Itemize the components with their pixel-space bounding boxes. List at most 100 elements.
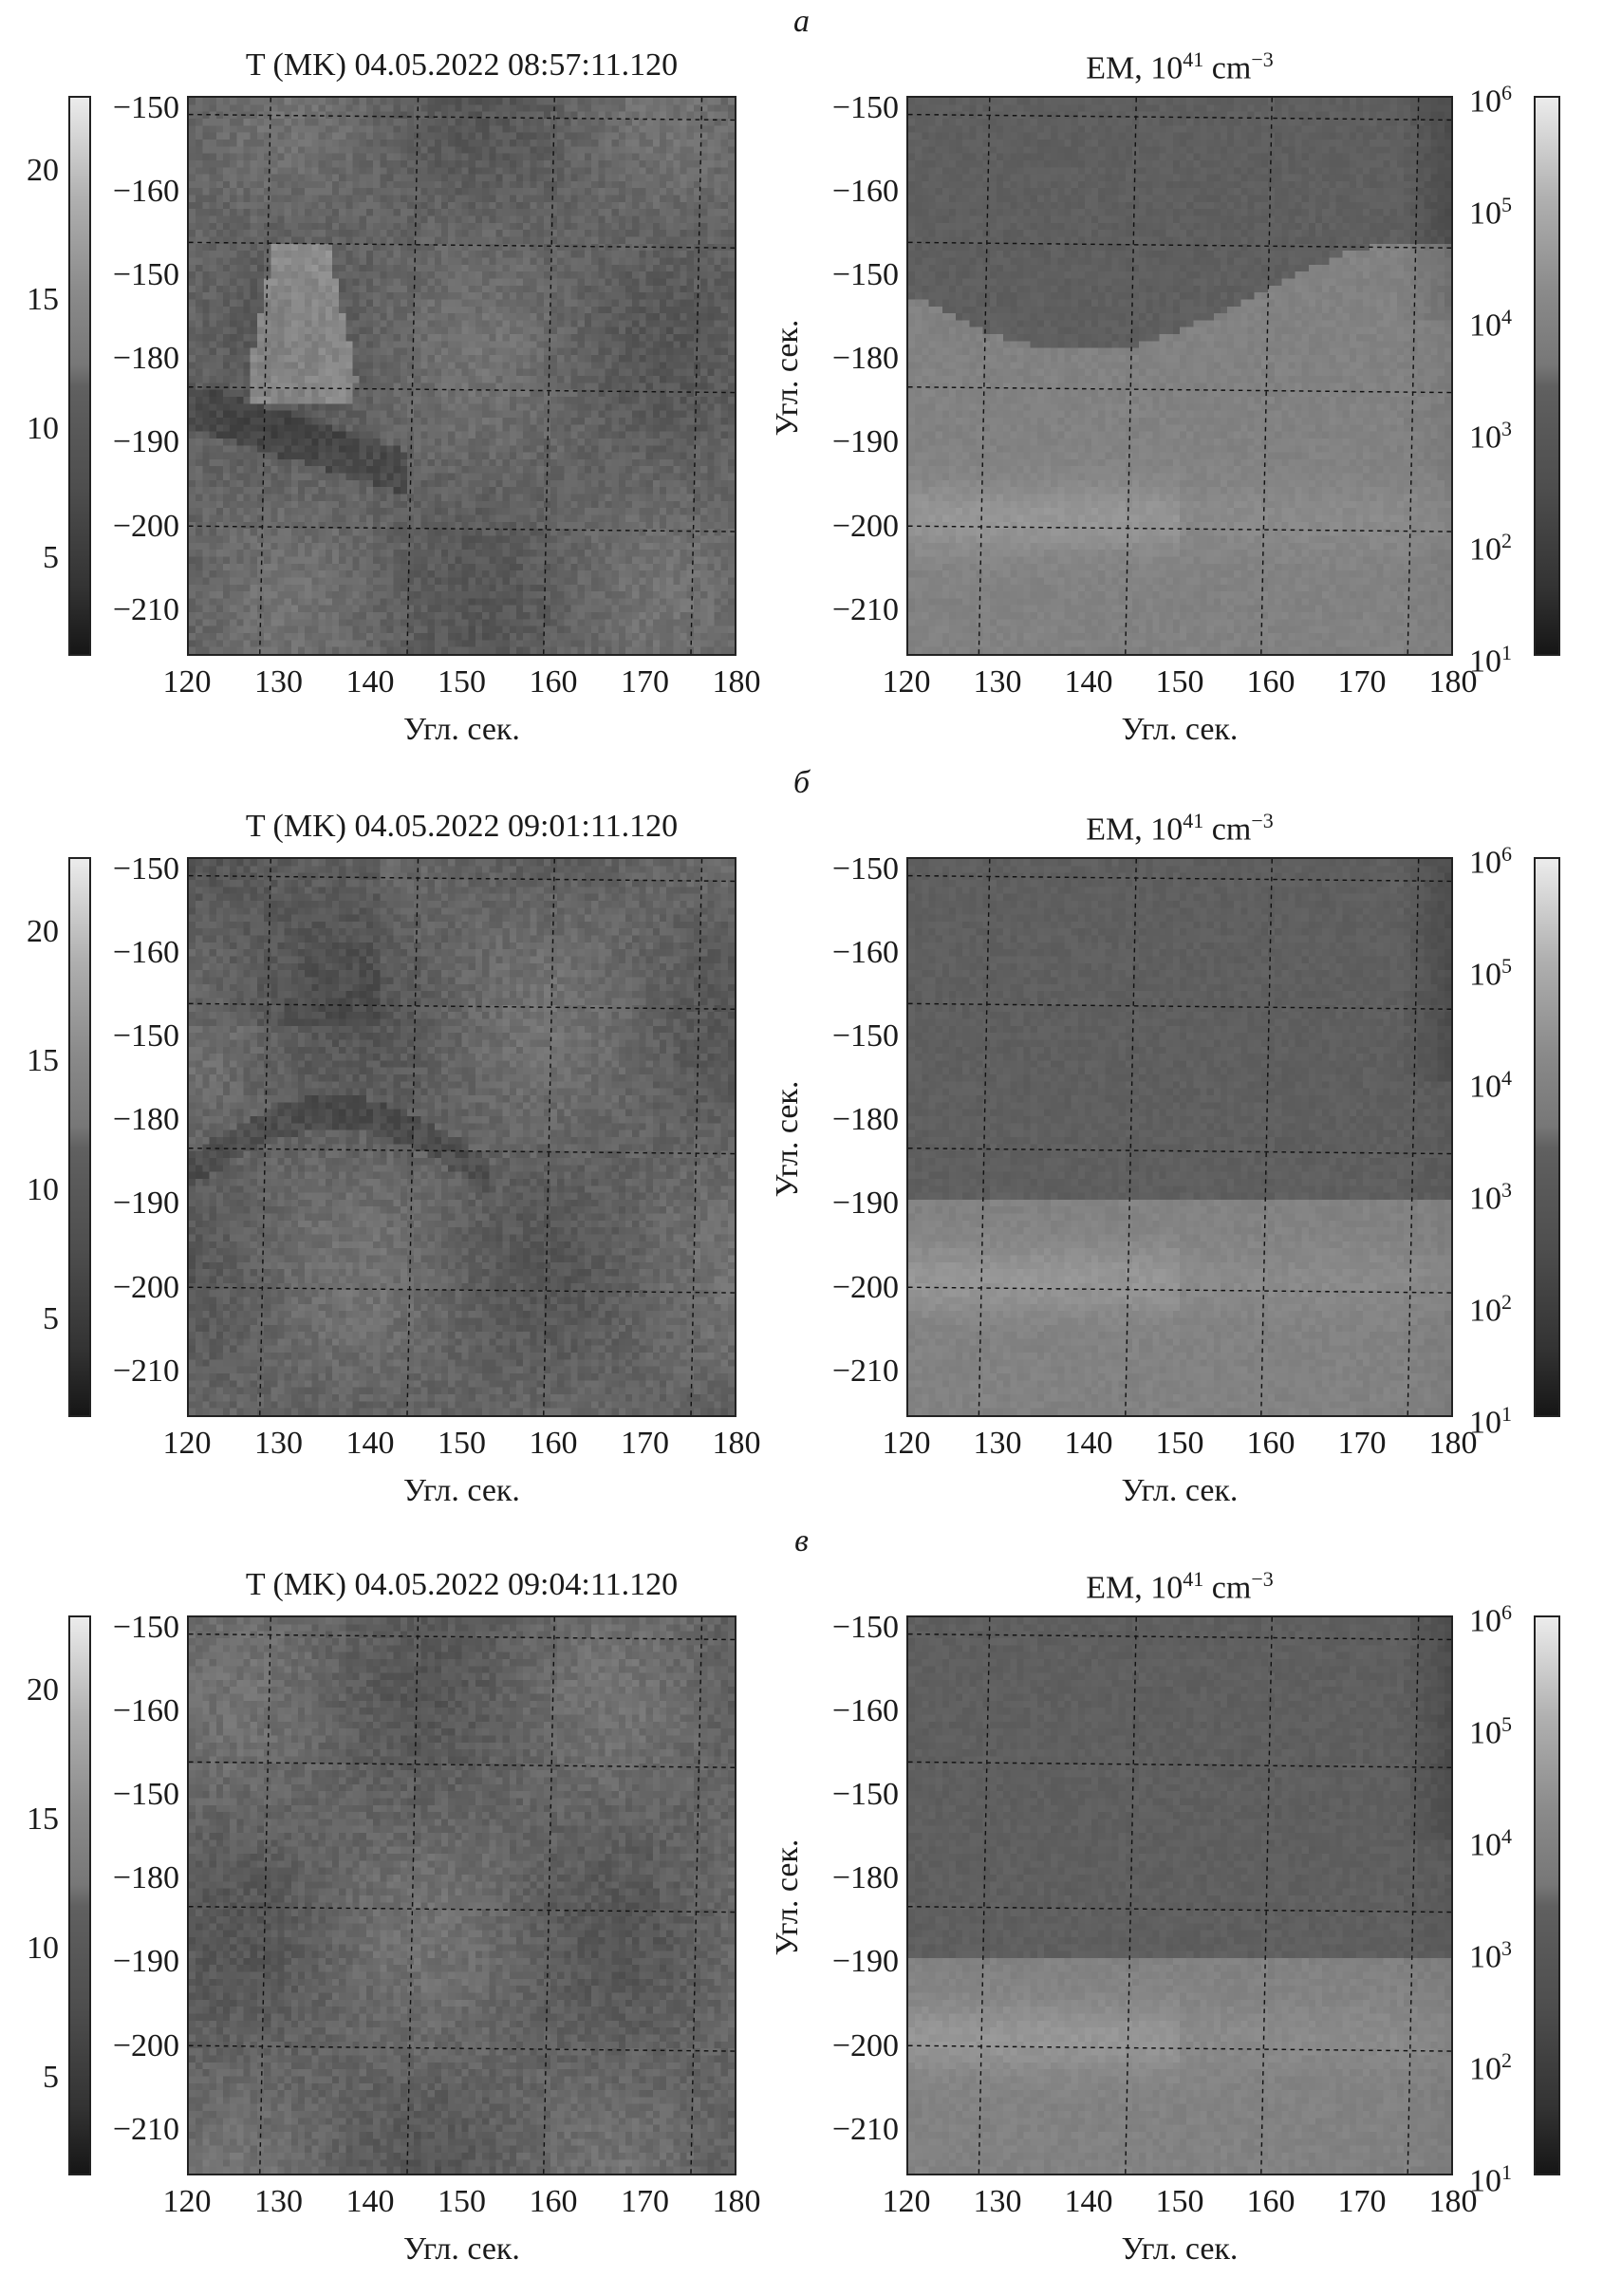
colorbar-tick-label: 5	[43, 539, 59, 575]
panel-letter: б	[792, 765, 811, 800]
x-tick-label: 160	[529, 664, 578, 700]
tick-base: 10	[1469, 2051, 1501, 2087]
grid-line	[978, 859, 991, 1415]
title-part: cm	[1203, 50, 1252, 86]
y-tick-label: −190	[112, 1185, 179, 1222]
x-tick-label: 130	[973, 664, 1022, 700]
temperature-map	[187, 857, 736, 1417]
emission-measure-map	[906, 857, 1453, 1417]
title-part: EM, 10	[1086, 812, 1184, 848]
x-tick-label: 170	[1337, 2184, 1387, 2219]
grid-overlay	[189, 859, 735, 1415]
grid-line	[1260, 859, 1273, 1415]
grid-overlay	[908, 98, 1451, 654]
grid-line	[908, 874, 1451, 883]
tick-exponent: 5	[1501, 1712, 1512, 1736]
colorbar-tick-label: 104	[1469, 1820, 1512, 1861]
tick-base: 10	[1469, 196, 1501, 232]
temperature-map	[187, 1615, 736, 2175]
em-colorbar	[1534, 96, 1560, 656]
y-tick-label: −180	[112, 1102, 179, 1138]
colorbar-tick-label: 10	[27, 1930, 59, 1966]
grid-line	[908, 241, 1451, 249]
grid-line	[259, 98, 271, 654]
x-tick-label: 160	[1246, 1426, 1295, 1461]
title-part: 41	[1183, 47, 1204, 71]
heatmap-image	[189, 1617, 735, 2174]
grid-line	[1125, 1617, 1137, 2174]
y-tick-label: −190	[831, 1185, 899, 1222]
tick-base: 10	[1469, 1293, 1501, 1329]
x-tick-label: 130	[254, 664, 303, 700]
grid-line	[978, 98, 991, 654]
emission-measure-title: EM, 1041 cm−3	[906, 809, 1453, 848]
x-tick-label: 120	[162, 1426, 212, 1461]
y-tick-label: −150	[831, 90, 899, 126]
y-tick-label: −160	[831, 935, 899, 971]
title-part: EM, 10	[1086, 50, 1184, 86]
y-tick-label: −160	[112, 174, 179, 210]
grid-line	[908, 1905, 1451, 1913]
y-tick-label: −190	[831, 424, 899, 460]
tick-base: 10	[1469, 84, 1501, 120]
y-tick-label: −180	[831, 1860, 899, 1896]
heatmap-image	[908, 859, 1451, 1415]
x-tick-label: 150	[1155, 2184, 1204, 2219]
x-tick-label: 180	[1428, 1426, 1478, 1461]
grid-line	[908, 2044, 1451, 2052]
y-tick-label: −210	[112, 591, 179, 627]
x-tick-label: 120	[882, 664, 931, 700]
x-tick-label: 180	[712, 2184, 761, 2219]
title-part: −3	[1251, 809, 1274, 832]
colorbar-tick-label: 102	[1469, 1286, 1512, 1327]
x-tick-label: 130	[973, 2184, 1022, 2219]
temperature-colorbar	[68, 1615, 91, 2175]
y-tick-label: −200	[112, 1269, 179, 1305]
panel-letter: в	[794, 1523, 809, 1559]
grid-line	[908, 1002, 1451, 1010]
y-tick-label: −150	[112, 1018, 179, 1055]
colorbar-tick-label: 15	[27, 1801, 59, 1837]
colorbar-tick-label: 105	[1469, 1708, 1512, 1749]
temperature-map	[187, 96, 736, 656]
x-axis-label: Угл. сек.	[1121, 2231, 1239, 2267]
x-tick-label: 120	[882, 1426, 931, 1461]
grid-line	[978, 1617, 991, 2174]
title-part: cm	[1203, 812, 1252, 848]
y-tick-label: −200	[112, 2027, 179, 2063]
emission-measure-map	[906, 96, 1453, 656]
temperature-colorbar	[68, 857, 91, 1417]
y-tick-label: −180	[831, 1102, 899, 1138]
tick-exponent: 5	[1501, 193, 1512, 216]
y-tick-label: −160	[831, 1693, 899, 1729]
x-tick-label: 140	[1064, 2184, 1113, 2219]
emission-measure-title: EM, 1041 cm−3	[906, 47, 1453, 86]
colorbar-tick-label: 105	[1469, 950, 1512, 991]
x-tick-label: 160	[1246, 664, 1295, 700]
tick-base: 10	[1469, 532, 1501, 568]
tick-base: 10	[1469, 2163, 1501, 2199]
grid-line	[189, 241, 735, 249]
grid-line	[690, 859, 703, 1415]
x-tick-label: 170	[621, 2184, 669, 2219]
tick-base: 10	[1469, 845, 1501, 881]
grid-line	[189, 113, 735, 121]
colorbar-tick-label: 15	[27, 281, 59, 317]
grid-line	[1125, 98, 1137, 654]
grid-overlay	[189, 1617, 735, 2174]
em-colorbar	[1534, 857, 1560, 1417]
title-part: 41	[1183, 1567, 1204, 1591]
grid-line	[690, 1617, 703, 2174]
tick-exponent: 1	[1501, 1402, 1512, 1426]
grid-line	[189, 385, 735, 394]
x-tick-label: 130	[254, 2184, 303, 2219]
y-tick-label: −150	[831, 1610, 899, 1646]
grid-line	[189, 2044, 735, 2052]
y-tick-label: −210	[112, 2111, 179, 2147]
x-axis-label: Угл. сек.	[403, 1473, 520, 1508]
x-tick-label: 150	[1155, 1426, 1204, 1461]
heatmap-image	[908, 98, 1451, 654]
tick-exponent: 3	[1501, 1178, 1512, 1202]
tick-base: 10	[1469, 308, 1501, 344]
grid-line	[189, 525, 735, 532]
